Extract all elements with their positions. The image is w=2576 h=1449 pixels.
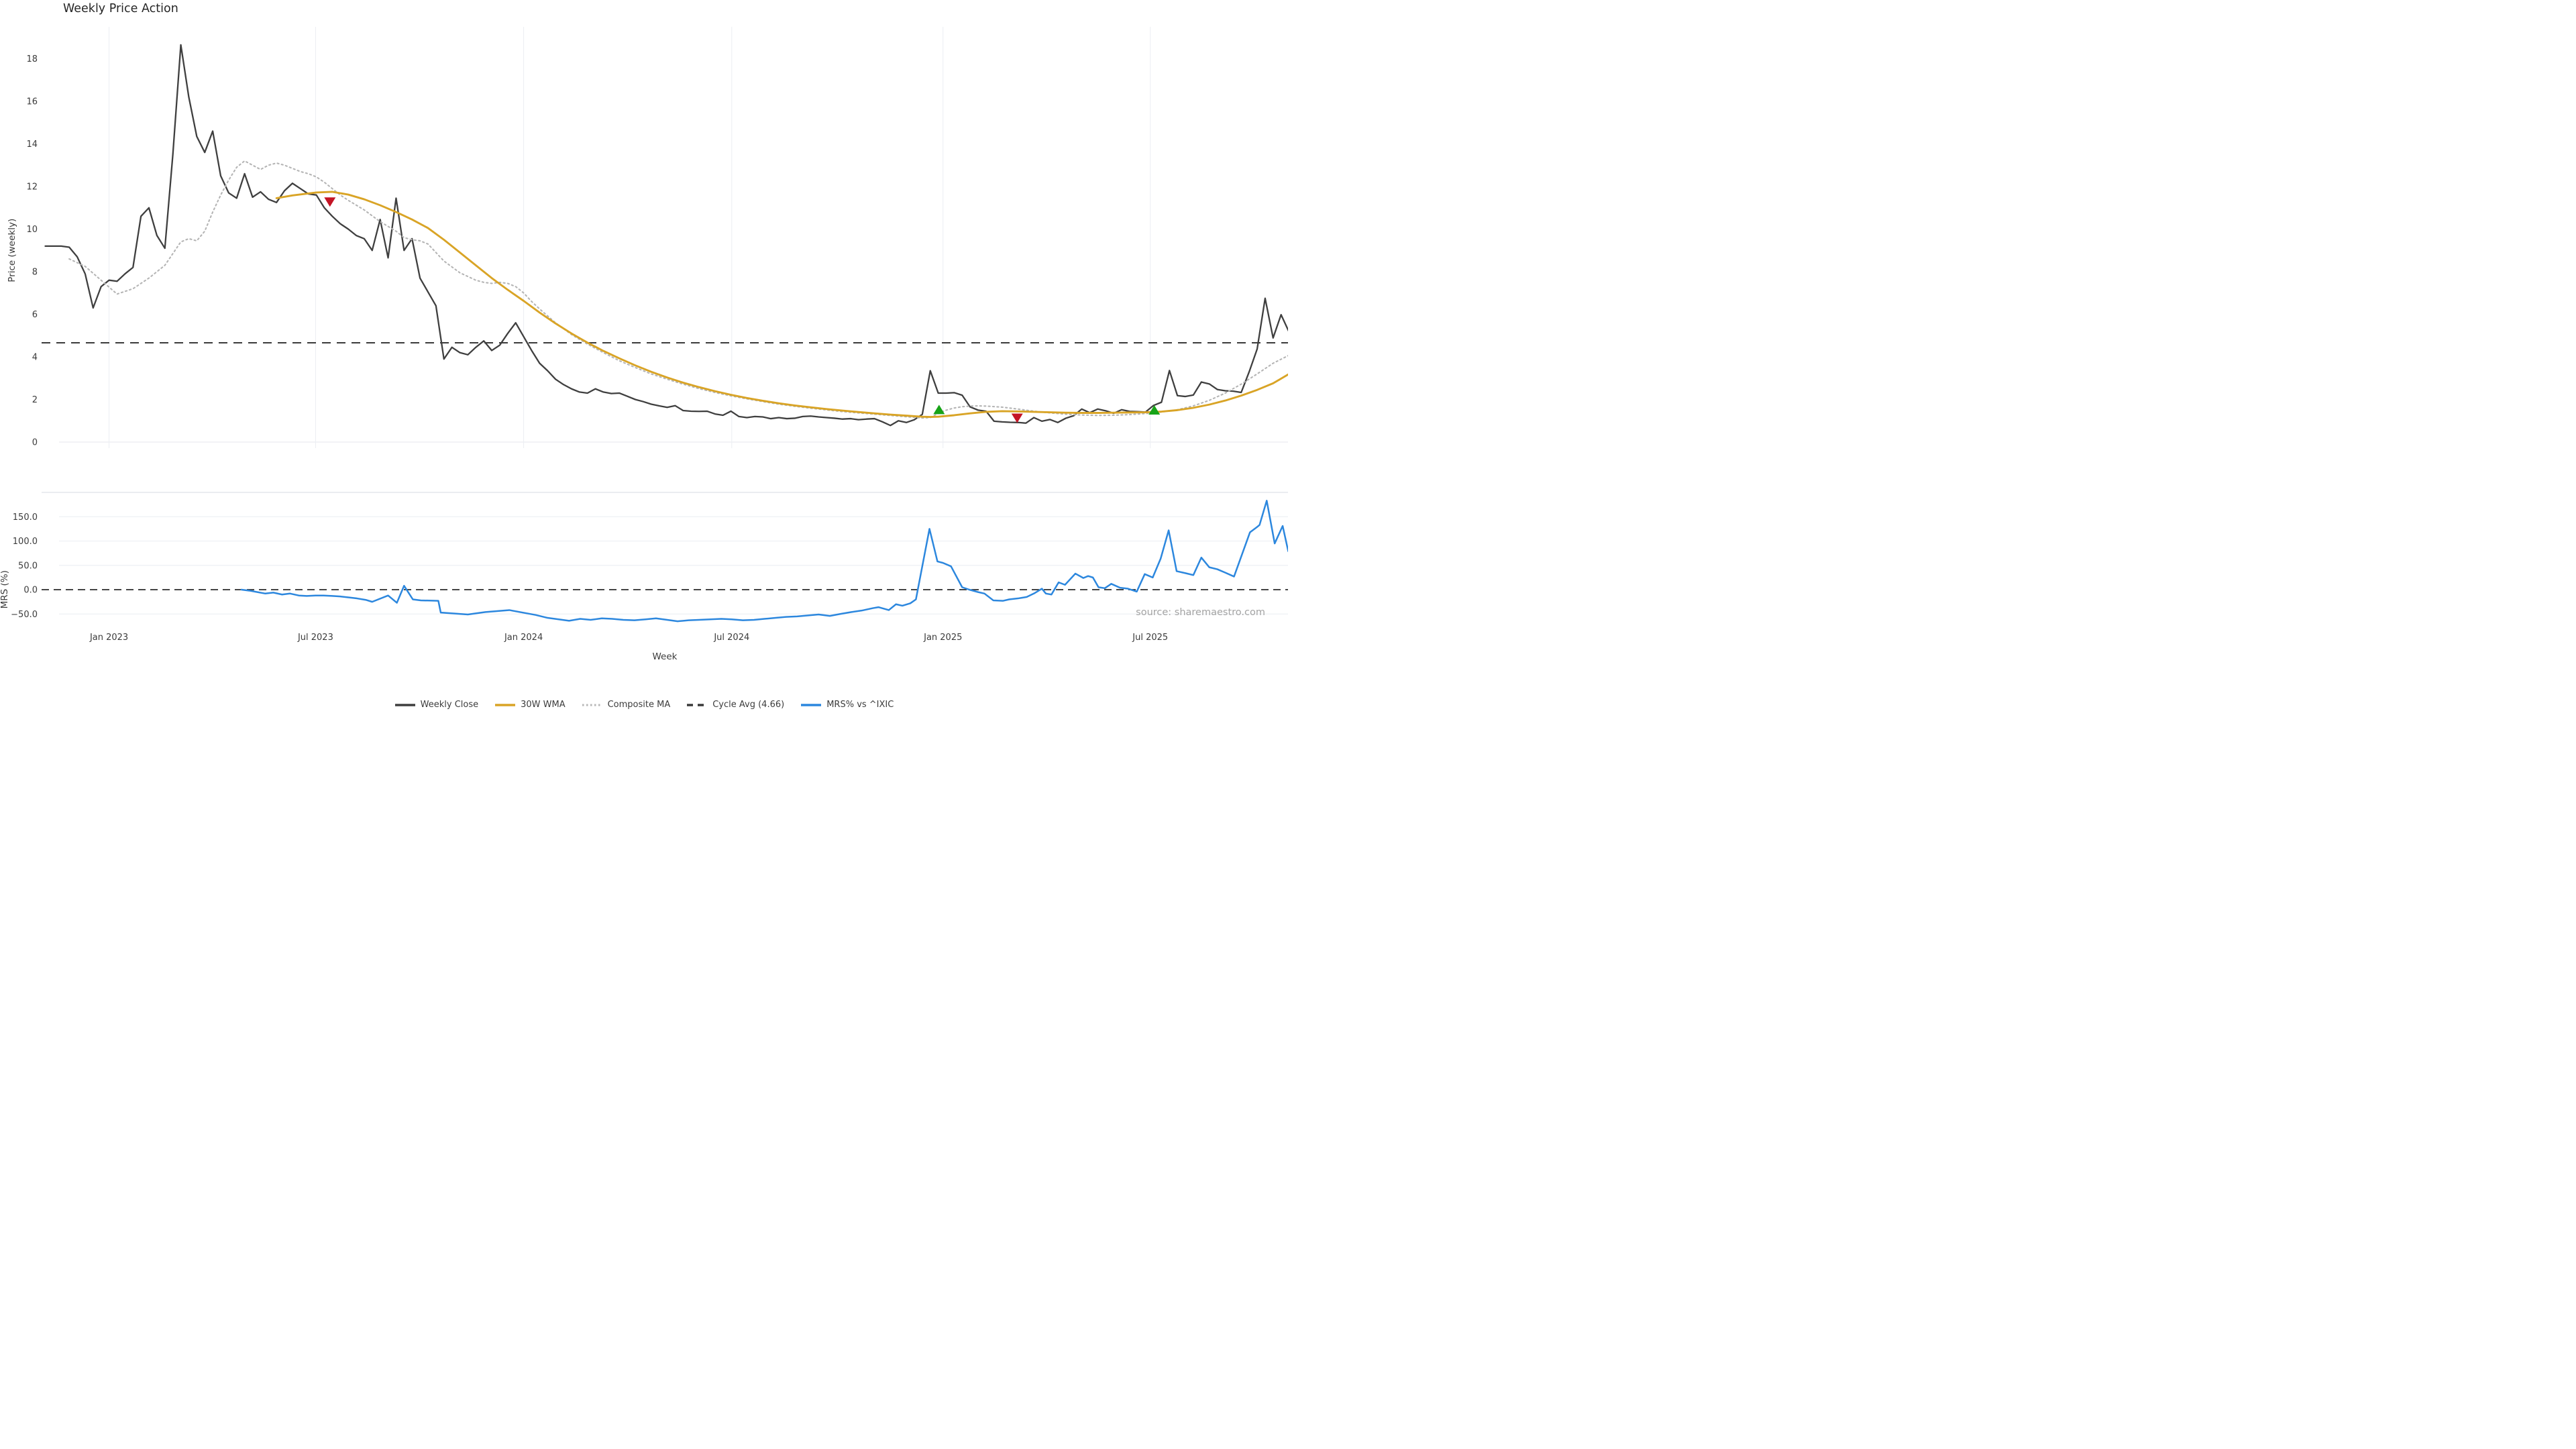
legend-swatch-dashed-icon	[687, 703, 708, 706]
mrs-line	[240, 500, 1288, 623]
x-tick-label: Jan 2023	[89, 633, 128, 643]
chart-canvas: Jan 2023 Jul 2023 Jan 2024 Jul 2024 Jan 2025…	[0, 27, 1288, 662]
legend-swatch-solid-icon	[495, 703, 516, 706]
mrs-tick-label: 50.0	[18, 561, 38, 571]
legend-swatch-solid-icon	[394, 703, 415, 706]
source-note: source: sharemaestro.com	[1136, 607, 1265, 618]
legend-item-30w-wma: 30W WMA	[494, 700, 566, 710]
legend-label: Cycle Avg (4.66)	[712, 700, 785, 710]
mrs-tick-label: −50.0	[11, 610, 38, 620]
price-tick-label: 16	[26, 97, 38, 107]
composite-ma-line	[68, 160, 1288, 419]
sell-signal-marker	[324, 197, 336, 207]
price-tick-label: 10	[26, 225, 38, 235]
weekly-close-line	[44, 44, 1288, 427]
price-tick-label: 18	[26, 54, 38, 64]
legend: Weekly Close 30W WMA Composite MA Cycle Avg…	[0, 700, 1288, 710]
x-tick-label: Jul 2023	[297, 633, 333, 643]
buy-signal-marker	[1148, 405, 1161, 415]
price-tick-label: 12	[26, 182, 38, 193]
x-tick-label: Jul 2025	[1132, 633, 1168, 643]
x-tick-label: Jan 2025	[923, 633, 962, 643]
legend-item-mrs-vs-ixic: MRS% vs ^IXIC	[800, 700, 894, 710]
price-tick-label: 14	[26, 140, 38, 150]
mrs-tick-label: 0.0	[23, 586, 38, 596]
x-tick-label: Jul 2024	[713, 633, 749, 643]
price-tick-label: 2	[32, 395, 38, 405]
legend-item-weekly-close: Weekly Close	[394, 700, 478, 710]
price-tick-label: 4	[32, 353, 38, 363]
x-tick-label: Jan 2024	[504, 633, 543, 643]
price-axis-label: Price (weekly)	[7, 219, 17, 282]
mrs-axis-label: MRS (%)	[0, 570, 10, 608]
legend-swatch-solid-icon	[801, 703, 822, 706]
figure: Jan 2023 Jul 2023 Jan 2024 Jul 2024 Jan 2025…	[0, 0, 1288, 724]
chart-title: Weekly Price Action	[63, 2, 178, 15]
mrs-tick-label: 150.0	[13, 513, 38, 523]
price-tick-label: 8	[32, 268, 38, 278]
wma-30w-line	[275, 191, 1288, 418]
legend-swatch-dotted-icon	[582, 704, 602, 706]
legend-item-cycle-avg-4-66-: Cycle Avg (4.66)	[686, 700, 784, 710]
legend-label: MRS% vs ^IXIC	[826, 700, 894, 710]
legend-label: Composite MA	[607, 700, 671, 710]
price-tick-label: 0	[32, 438, 38, 448]
legend-item-composite-ma: Composite MA	[582, 700, 671, 710]
legend-label: 30W WMA	[521, 700, 566, 710]
price-tick-label: 6	[32, 310, 38, 320]
mrs-tick-label: 100.0	[13, 537, 38, 547]
x-axis-label: Week	[653, 651, 678, 662]
sell-signal-marker	[1011, 413, 1023, 423]
buy-signal-marker	[933, 405, 945, 415]
legend-label: Weekly Close	[420, 700, 479, 710]
